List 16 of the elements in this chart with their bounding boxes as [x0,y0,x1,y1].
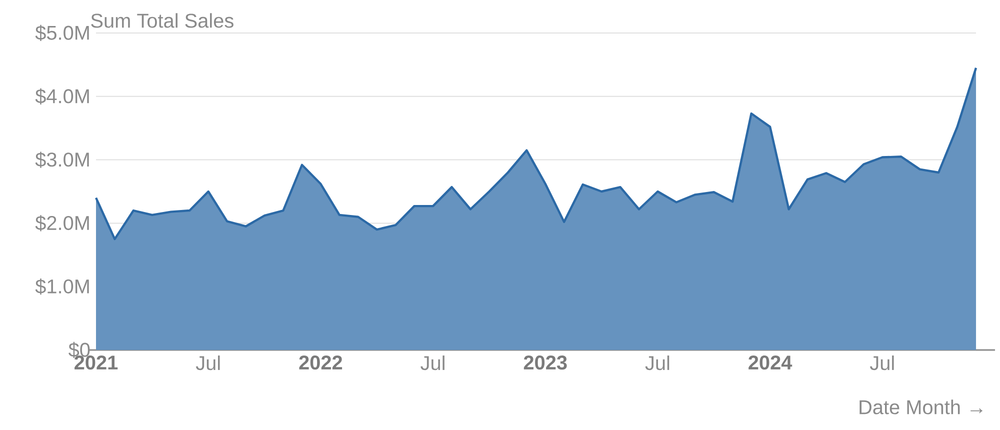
x-tick-label: Jul [420,356,444,370]
x-tick-label: 2023 [524,356,567,370]
y-tick-label: $5.0M [35,24,89,42]
y-tick-label: $3.0M [35,152,89,168]
x-tick-label: Jul [870,356,894,370]
y-axis-title: Sum Total Sales [91,13,234,28]
x-axis-title: Date Month → [860,400,982,414]
x-tick-label: Jul [196,356,220,370]
y-tick-label: $0 [68,342,90,358]
y-tick-label: $2.0M [35,215,89,232]
x-tick-label: Jul [645,356,670,370]
x-tick-label: 2024 [748,356,792,370]
x-tick-label: 2021 [74,356,118,370]
x-tick-label: 2022 [299,356,342,370]
y-tick-label: $4.0M [35,88,89,104]
y-tick-label: $1.0M [35,278,89,295]
